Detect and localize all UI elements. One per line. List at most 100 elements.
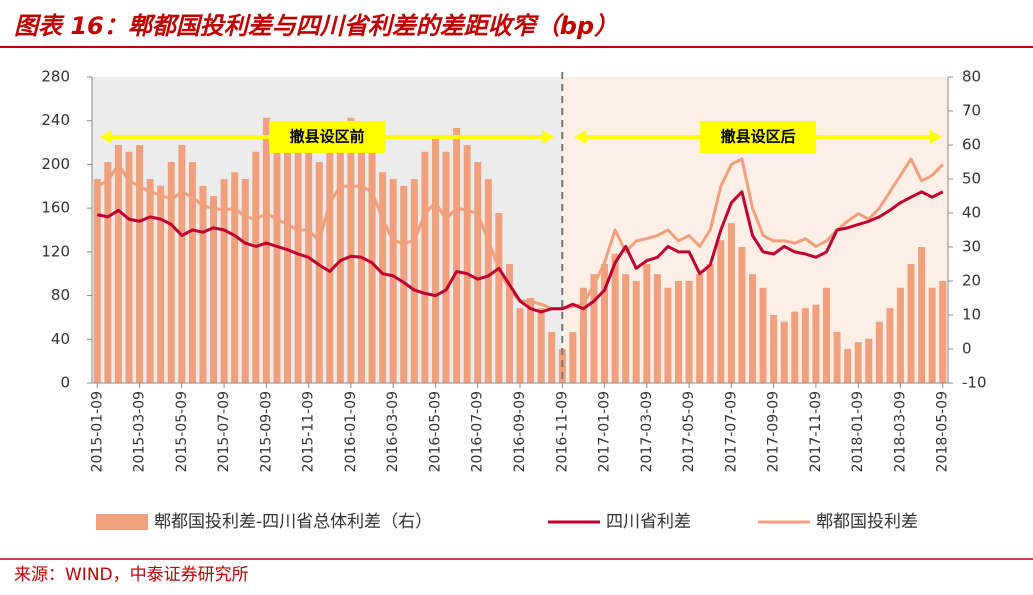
bar: [706, 264, 714, 383]
bar: [527, 298, 535, 383]
bar: [505, 264, 513, 383]
bar: [727, 223, 735, 383]
bar: [305, 145, 313, 383]
legend-swatch: [96, 514, 148, 530]
legend-label: 郫都国投利差: [816, 512, 918, 532]
bar: [252, 151, 260, 383]
bar: [326, 138, 334, 383]
bar: [653, 274, 661, 383]
bar: [886, 308, 894, 383]
chart-title: 图表 16：郫都国投利差与四川省利差的差距收窄（bp）: [14, 12, 618, 40]
bar: [315, 162, 323, 383]
bar: [157, 185, 165, 383]
bar: [114, 145, 122, 383]
legend-label: 郫都国投利差-四川省总体利差（右）: [154, 512, 432, 532]
annotation-box: [269, 121, 386, 153]
bar: [178, 145, 186, 383]
y-tick-label: 80: [51, 286, 70, 304]
bar: [918, 247, 926, 383]
bar: [262, 117, 270, 384]
y-tick-label: 200: [41, 155, 70, 173]
bar: [284, 138, 291, 383]
x-tick-label: 2017-01-09: [597, 391, 613, 472]
bar: [273, 128, 281, 383]
bar: [622, 274, 630, 383]
x-tick-label: 2017-09-09: [766, 391, 782, 472]
bar: [474, 162, 482, 383]
y2-tick-label: 50: [962, 170, 981, 188]
bar: [696, 274, 704, 383]
bar: [759, 287, 767, 383]
bar: [833, 332, 841, 383]
x-tick-label: 2017-05-09: [681, 391, 697, 472]
bar: [294, 145, 302, 383]
bar: [875, 321, 883, 383]
bar: [516, 308, 524, 383]
bar: [210, 196, 218, 383]
x-tick-label: 2016-11-09: [554, 391, 570, 472]
x-tick-label: 2015-07-09: [216, 391, 232, 472]
bar: [569, 332, 577, 383]
bar: [896, 287, 904, 383]
bar: [643, 264, 651, 383]
bar: [495, 213, 503, 383]
bar: [928, 287, 936, 383]
x-tick-label: 2016-01-09: [343, 391, 359, 472]
bar: [410, 179, 418, 383]
arrow-head: [574, 130, 587, 144]
bar: [675, 281, 683, 383]
bar: [780, 321, 788, 383]
bar: [822, 287, 830, 383]
bar: [463, 145, 471, 383]
bar: [241, 179, 249, 383]
y2-tick-label: 30: [962, 238, 981, 256]
bar: [579, 287, 587, 383]
arrow-head: [930, 130, 942, 144]
bar: [125, 151, 133, 383]
x-tick-label: 2015-01-09: [89, 391, 105, 472]
bar: [453, 128, 461, 383]
bar: [188, 162, 196, 383]
y2-tick-label: 40: [962, 204, 981, 222]
bar: [93, 179, 101, 383]
x-tick-label: 2018-01-09: [850, 391, 866, 472]
bar: [791, 311, 799, 383]
arrow-head: [100, 130, 112, 144]
bar: [685, 281, 693, 383]
bar: [336, 128, 344, 383]
y2-tick-label: 20: [962, 272, 981, 290]
bar: [379, 172, 387, 383]
x-tick-label: 2017-07-09: [723, 391, 739, 472]
y2-tick-label: 10: [962, 306, 981, 324]
y-tick-label: 280: [41, 68, 70, 86]
y2-tick-label: 0: [962, 340, 972, 358]
bar: [220, 179, 228, 383]
bar: [632, 281, 640, 383]
x-tick-label: 2016-07-09: [470, 391, 486, 472]
y2-tick-label: 60: [962, 136, 981, 154]
bar: [136, 145, 144, 383]
x-tick-label: 2015-09-09: [258, 391, 274, 472]
x-tick-label: 2016-05-09: [427, 391, 443, 472]
source: 来源：WIND，中泰证券研究所: [14, 565, 249, 585]
x-tick-label: 2015-11-09: [301, 391, 317, 472]
arrow-head: [542, 130, 555, 144]
bar: [548, 332, 556, 383]
bar: [146, 179, 154, 383]
bar: [357, 124, 365, 383]
x-tick-label: 2016-09-09: [512, 391, 528, 472]
x-tick-label: 2017-11-09: [808, 391, 824, 472]
bar: [347, 117, 355, 384]
legend-label: 四川省利差: [606, 512, 691, 532]
bar: [865, 338, 873, 383]
bar: [801, 308, 809, 383]
bar: [611, 253, 619, 383]
y-tick-label: 240: [41, 111, 70, 129]
y-tick-label: 40: [51, 330, 70, 348]
y2-tick-label: 80: [962, 68, 981, 86]
x-tick-label: 2017-03-09: [639, 391, 655, 472]
x-tick-label: 2015-03-09: [132, 391, 148, 472]
bar: [389, 179, 397, 383]
annotation-box: [700, 121, 817, 153]
